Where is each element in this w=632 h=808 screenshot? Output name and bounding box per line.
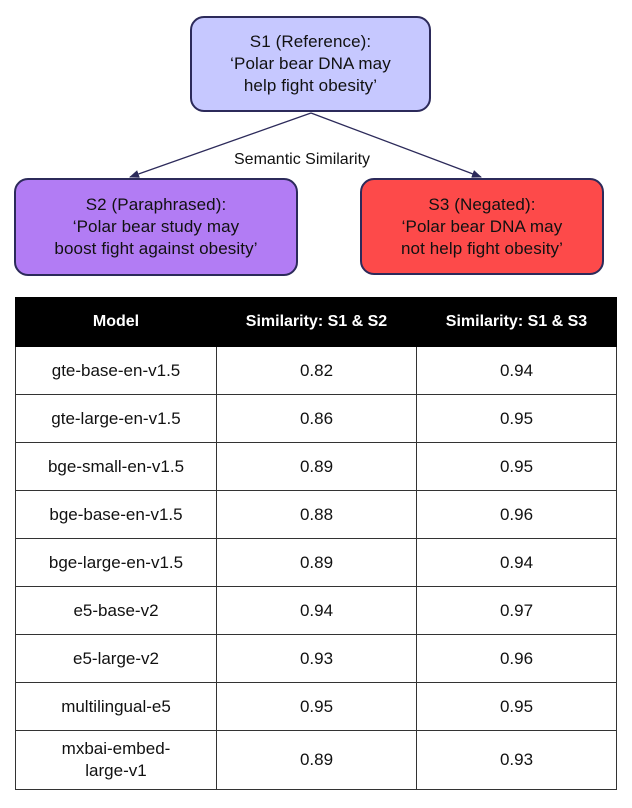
s1-title: S1 (Reference): (249, 32, 372, 51)
similarity-s1-s2: 0.93 (216, 634, 417, 683)
model-name: gte-base-en-v1.5 (15, 346, 217, 395)
similarity-s1-s3: 0.94 (416, 346, 617, 395)
s3-text-line2: not help fight obesity’ (400, 238, 563, 258)
table-header-row: Model Similarity: S1 & S2 Similarity: S1… (15, 297, 617, 347)
similarity-s1-s3: 0.93 (416, 730, 617, 790)
table-row: mxbai-embed-large-v1 0.89 0.93 (15, 730, 617, 790)
similarity-s1-s3: 0.96 (416, 634, 617, 683)
similarity-s1-s2: 0.94 (216, 586, 417, 635)
similarity-s1-s2: 0.89 (216, 442, 417, 491)
similarity-s1-s3: 0.95 (416, 442, 617, 491)
model-name: e5-large-v2 (15, 634, 217, 683)
table-row: multilingual-e5 0.95 0.95 (15, 682, 617, 731)
similarity-arrows (129, 112, 482, 178)
header-similarity-s1-s2: Similarity: S1 & S2 (216, 297, 417, 347)
similarity-s1-s2: 0.89 (216, 730, 417, 790)
reference-sentence-box: S1 (Reference): ‘Polar bear DNA may help… (190, 16, 431, 112)
model-name: e5-base-v2 (15, 586, 217, 635)
s2-title: S2 (Paraphrased): (85, 195, 227, 214)
header-similarity-s1-s3: Similarity: S1 & S3 (416, 297, 617, 347)
similarity-s1-s3: 0.95 (416, 682, 617, 731)
semantic-similarity-label: Semantic Similarity (234, 151, 371, 168)
table-row: gte-base-en-v1.5 0.82 0.94 (15, 346, 617, 395)
s3-text-line1: ‘Polar bear DNA may (401, 216, 563, 236)
model-name: multilingual-e5 (15, 682, 217, 731)
similarity-s1-s2: 0.95 (216, 682, 417, 731)
table-row: bge-small-en-v1.5 0.89 0.95 (15, 442, 617, 491)
negated-sentence-box: S3 (Negated): ‘Polar bear DNA may not he… (360, 178, 604, 275)
arrow-s1-to-s3 (310, 112, 482, 178)
table-row: e5-base-v2 0.94 0.97 (15, 586, 617, 635)
model-name-line1: mxbai-embed- (61, 739, 171, 758)
arrow-s1-to-s2 (129, 112, 312, 178)
s2-text-line1: ‘Polar bear study may (72, 217, 240, 236)
paraphrased-sentence-box: S2 (Paraphrased): ‘Polar bear study may … (14, 178, 298, 276)
similarity-s1-s2: 0.82 (216, 346, 417, 395)
s2-text-line2: boost fight against obesity’ (54, 239, 258, 258)
similarity-s1-s3: 0.96 (416, 490, 617, 539)
similarity-s1-s2: 0.86 (216, 394, 417, 443)
model-name: bge-large-en-v1.5 (15, 538, 217, 587)
table-row: gte-large-en-v1.5 0.86 0.95 (15, 394, 617, 443)
table-row: bge-large-en-v1.5 0.89 0.94 (15, 538, 617, 587)
s3-title: S3 (Negated): (428, 194, 536, 214)
model-name: mxbai-embed-large-v1 (15, 730, 217, 790)
similarity-s1-s3: 0.97 (416, 586, 617, 635)
similarity-s1-s3: 0.94 (416, 538, 617, 587)
header-model: Model (15, 297, 217, 347)
table-row: e5-large-v2 0.93 0.96 (15, 634, 617, 683)
s1-text-line2: help fight obesity’ (243, 76, 378, 95)
model-name-line2: large-v1 (85, 761, 147, 780)
similarity-table: Model Similarity: S1 & S2 Similarity: S1… (15, 297, 617, 790)
model-name: gte-large-en-v1.5 (15, 394, 217, 443)
similarity-s1-s2: 0.88 (216, 490, 417, 539)
similarity-s1-s2: 0.89 (216, 538, 417, 587)
s1-text-line1: ‘Polar bear DNA may (230, 54, 391, 73)
model-name: bge-small-en-v1.5 (15, 442, 217, 491)
table-row: bge-base-en-v1.5 0.88 0.96 (15, 490, 617, 539)
model-name: bge-base-en-v1.5 (15, 490, 217, 539)
similarity-s1-s3: 0.95 (416, 394, 617, 443)
